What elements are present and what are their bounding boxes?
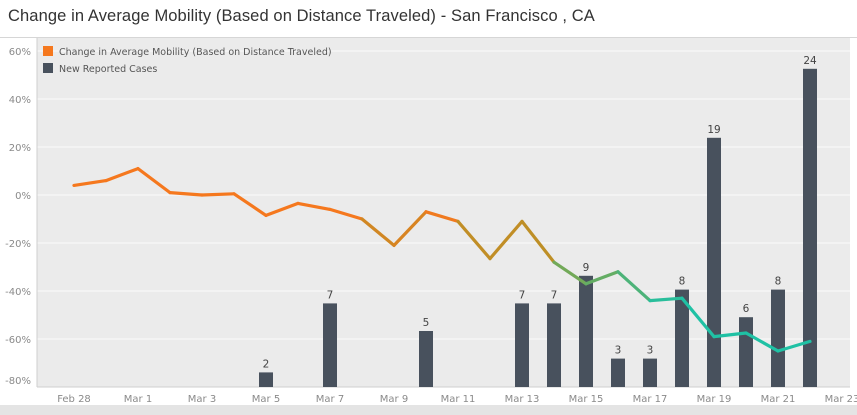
x-tick-label: Mar 3 (188, 394, 216, 405)
line-segment (104, 167, 140, 183)
bar-data-label: 9 (583, 262, 590, 274)
line-segment (136, 167, 172, 195)
legend-label: New Reported Cases (59, 64, 157, 75)
bar (707, 137, 721, 387)
bar-data-label: 7 (519, 289, 526, 301)
bar (515, 303, 529, 387)
line-segment (712, 331, 748, 339)
bar (803, 68, 817, 388)
line-segment (456, 219, 492, 261)
y-tick-label: 60% (9, 47, 31, 58)
x-tick-label: Mar 5 (252, 394, 280, 405)
line-segment (424, 210, 460, 223)
line-segment (200, 192, 236, 197)
line-segment (392, 210, 428, 247)
line-segment (328, 207, 364, 221)
x-tick-label: Mar 19 (697, 394, 732, 405)
line-segment (264, 201, 300, 217)
y-tick-label: 40% (9, 95, 31, 106)
chart-title: Change in Average Mobility (Based on Dis… (8, 7, 595, 25)
x-tick-label: Mar 9 (380, 394, 408, 405)
line-segment (168, 191, 204, 197)
bar-data-label: 3 (615, 345, 622, 357)
bar-data-label: 3 (647, 345, 654, 357)
x-tick-label: Mar 23 (825, 394, 857, 405)
x-tick-label: Feb 28 (57, 394, 91, 405)
bar-data-label: 6 (743, 303, 750, 315)
line-segment (296, 201, 332, 211)
legend-swatch (43, 46, 53, 56)
line-segment (72, 179, 108, 187)
bar (611, 358, 625, 387)
bar-data-label: 7 (551, 289, 558, 301)
bar (579, 275, 593, 387)
bar (419, 331, 433, 387)
x-tick-label: Mar 17 (633, 394, 668, 405)
bar (643, 358, 657, 387)
x-tick-label: Mar 7 (316, 394, 344, 405)
bar (739, 317, 753, 387)
line-segment (232, 192, 268, 217)
line-segment (744, 331, 780, 353)
bottom-strip (0, 405, 857, 415)
y-tick-label: -60% (5, 335, 31, 346)
bar (323, 303, 337, 387)
bar-data-label: 24 (803, 55, 817, 67)
line-segment (360, 217, 396, 247)
bar-data-label: 5 (423, 317, 430, 329)
line-segment (552, 260, 588, 286)
legend-swatch (43, 63, 53, 73)
bar (771, 289, 785, 387)
y-tick-label: 20% (9, 143, 31, 154)
line-segment (520, 219, 556, 264)
x-tick-label: Mar 13 (505, 394, 540, 405)
bar (547, 303, 561, 387)
x-tick-label: Mar 11 (441, 394, 476, 405)
bar-data-label: 7 (327, 289, 334, 301)
line-segment (584, 270, 620, 286)
bar-data-label: 8 (775, 276, 782, 288)
line-segment (648, 296, 684, 303)
y-tick-label: -80% (5, 376, 31, 387)
y-tick-label: -20% (5, 239, 31, 250)
bar-data-label: 2 (263, 358, 270, 370)
bar (675, 289, 689, 387)
y-tick-label: -40% (5, 287, 31, 298)
line-segment (616, 270, 652, 303)
y-tick-label: 0% (15, 191, 31, 202)
legend-label: Change in Average Mobility (Based on Dis… (59, 47, 332, 58)
line-segment (680, 296, 716, 339)
line-segment (488, 219, 524, 261)
x-tick-label: Mar 1 (124, 394, 152, 405)
bar-data-label: 19 (707, 124, 720, 136)
line-segment (776, 339, 812, 353)
x-tick-label: Mar 21 (761, 394, 796, 405)
bar-data-label: 8 (679, 276, 686, 288)
x-tick-label: Mar 15 (569, 394, 604, 405)
bar (259, 372, 273, 387)
